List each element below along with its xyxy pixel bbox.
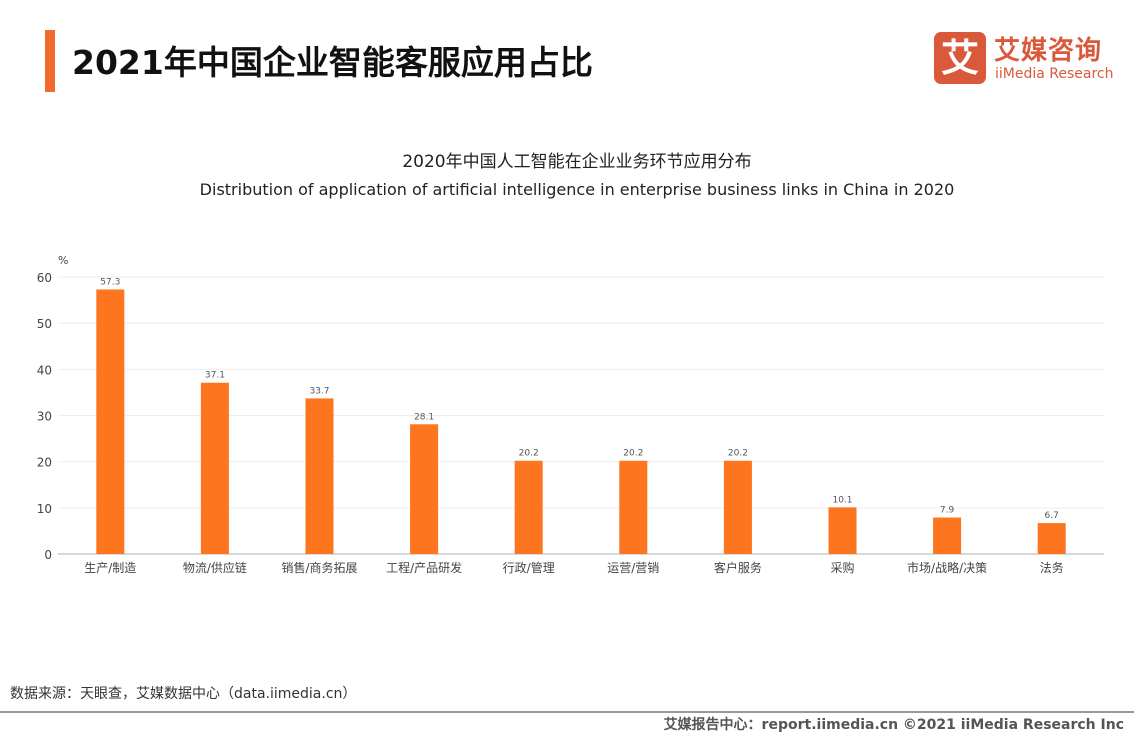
bar-chart: 0 10 20 30 40 50 60% 57.3 生产/制造 37.1 物流/供应链 33.7 销售/… (37, 254, 1104, 575)
data-label: 20.2 (519, 449, 539, 459)
source-note: 数据来源：天眼查，艾媒数据中心（data.iimedia.cn） (10, 686, 357, 702)
bar (200, 382, 229, 554)
bar (305, 398, 334, 554)
y-tick-label: 10 (37, 502, 52, 516)
x-tick-label: 生产/制造 (84, 561, 136, 575)
y-tick-label: 40 (37, 363, 52, 377)
x-tick-label: 工程/产品研发 (386, 560, 462, 575)
y-tick-label: 60 (37, 271, 52, 285)
x-tick-label: 法务 (1040, 560, 1064, 575)
y-tick-label: 50 (37, 317, 52, 331)
footer-credit: 艾媒报告中心：report.iimedia.cn ©2021 iiMedia R… (663, 717, 1124, 733)
logo-text-en: iiMedia Research (995, 66, 1114, 82)
data-label: 57.3 (100, 277, 120, 287)
data-label: 6.7 (1045, 511, 1059, 521)
x-tick-label: 行政/管理 (503, 560, 555, 575)
data-label: 28.1 (414, 412, 434, 422)
data-label: 20.2 (728, 449, 748, 459)
x-tick-label: 物流/供应链 (183, 560, 247, 575)
bar (723, 460, 752, 554)
bar (1037, 523, 1066, 554)
chart-title: 2020年中国人工智能在企业业务环节应用分布 (402, 152, 752, 172)
y-tick-label: 30 (37, 410, 52, 424)
bar (828, 507, 857, 554)
x-tick-label: 采购 (830, 560, 854, 575)
bar (410, 424, 439, 554)
bar (96, 289, 125, 554)
data-label: 33.7 (309, 386, 329, 396)
chart-subtitle: Distribution of application of artificia… (199, 180, 955, 199)
data-label: 20.2 (623, 449, 643, 459)
y-tick-label: 20 (37, 456, 52, 470)
page-title: 2021年中国企业智能客服应用占比 (72, 43, 593, 82)
bar (514, 460, 543, 554)
data-label: 7.9 (940, 506, 955, 516)
x-tick-label: 客户服务 (714, 560, 762, 575)
bar (619, 460, 648, 554)
footer-divider (0, 711, 1134, 713)
y-tick-label: 0 (44, 548, 52, 562)
x-tick-label: 销售/商务拓展 (281, 560, 357, 575)
x-tick-label: 运营/营销 (607, 561, 659, 575)
logo-icon: 艾 (934, 32, 986, 84)
bar (933, 517, 962, 554)
logo-text-cn: 艾媒咨询 (994, 36, 1103, 66)
title-accent-bar (45, 30, 55, 92)
x-tick-label: 市场/战略/决策 (907, 560, 987, 575)
y-axis-unit: % (58, 254, 68, 267)
data-label: 37.1 (205, 371, 225, 381)
data-label: 10.1 (832, 495, 852, 505)
